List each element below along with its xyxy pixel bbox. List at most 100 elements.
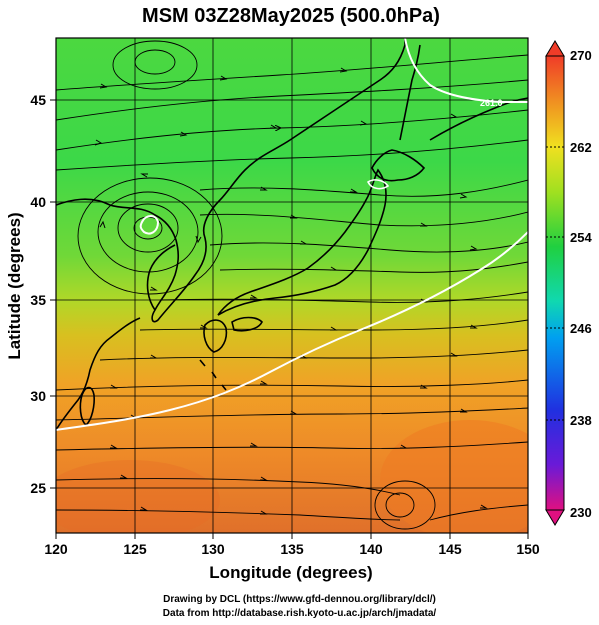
- streamline-vortex: [134, 49, 176, 75]
- streamline-arrow: [150, 354, 158, 359]
- streamline-arrow: [300, 240, 308, 245]
- x-tick-label: 135: [280, 541, 304, 557]
- streamline-arrow: [350, 188, 358, 193]
- streamline: [159, 291, 528, 303]
- x-tick-label: 130: [201, 541, 225, 557]
- streamline-arrow: [469, 245, 478, 251]
- streamline-arrow: [470, 324, 478, 329]
- shikoku-coast: [231, 316, 263, 332]
- colorbar-tick-lines: [546, 146, 564, 421]
- x-axis-ticks: [55, 533, 529, 539]
- streamline-arrow: [420, 222, 428, 227]
- contour-label: 261.0: [480, 98, 503, 108]
- y-tick-label: 45: [30, 92, 46, 108]
- streamline-arrow: [260, 476, 268, 481]
- honshu-coast: [217, 168, 387, 316]
- x-tick-label: 120: [44, 541, 68, 557]
- coastlines: [56, 38, 528, 431]
- warm-region: [380, 420, 528, 533]
- x-tick-label: 140: [359, 541, 383, 557]
- colorbar-tick-label: 238: [570, 413, 592, 428]
- x-tick-label: 150: [516, 541, 540, 557]
- streamline: [199, 211, 528, 227]
- streamline-arrow: [250, 294, 258, 299]
- streamline-arrow: [140, 173, 148, 178]
- streamline-arrow: [179, 131, 188, 137]
- credit-data-source: Data from http://database.rish.kyoto-u.a…: [162, 608, 437, 619]
- streamline-arrow: [339, 67, 348, 73]
- colorbar-body: [545, 55, 565, 511]
- streamline: [56, 509, 401, 521]
- kuril-coast: [429, 97, 528, 141]
- y-tick-label: 25: [30, 480, 46, 496]
- temperature-contour: [366, 179, 390, 190]
- streamline: [56, 109, 528, 151]
- streamline-vortex: [374, 480, 436, 530]
- streamline: [56, 139, 528, 171]
- streamline: [99, 349, 528, 361]
- colorbar-tick-label: 270: [570, 48, 592, 63]
- streamline: [199, 179, 528, 197]
- sakhalin-coast: [399, 44, 421, 141]
- streamline: [56, 379, 528, 391]
- x-tick-labels: 120 125 130 135 140 145 150: [44, 541, 540, 557]
- streamline-vortex: [117, 203, 179, 253]
- colorbar-min-arrow: [545, 509, 565, 526]
- temperature-contour: [56, 231, 528, 431]
- streamline-arrow: [94, 139, 103, 146]
- streamline-arrow: [449, 113, 458, 119]
- streamline-arrow: [359, 120, 368, 126]
- temperature-contour: [404, 38, 528, 103]
- warm-region-southwest: [56, 460, 220, 533]
- colorbar-tick-label: 246: [570, 321, 592, 336]
- kyushu-coast: [203, 319, 228, 353]
- streamline-vortex: [77, 177, 223, 295]
- streamline-arrows: [94, 67, 488, 515]
- colorbar: 270 262 254 246 238 230: [545, 40, 592, 526]
- streamline-arrow: [150, 286, 158, 291]
- streamline: [56, 54, 528, 91]
- streamline: [56, 478, 401, 496]
- streamline-arrow: [110, 384, 118, 389]
- x-tick-label: 145: [438, 541, 462, 557]
- colorbar-max-arrow: [545, 40, 565, 57]
- streamline: [56, 441, 528, 451]
- streamline-arrow: [290, 410, 298, 415]
- streamline-arrow: [99, 83, 108, 89]
- streamlines: [56, 40, 528, 530]
- plot-area: 261.0: [56, 38, 528, 533]
- y-tick-label: 30: [30, 388, 46, 404]
- streamline-arrow: [270, 124, 278, 129]
- streamline-arrow: [195, 235, 202, 244]
- streamline-arrow: [140, 506, 148, 511]
- y-axis-label: Latitude (degrees): [5, 212, 24, 359]
- streamline-arrow: [260, 380, 268, 385]
- hokkaido-coast: [371, 149, 426, 182]
- credit-drawing: Drawing by DCL (https://www.gfd-dennou.o…: [163, 594, 436, 605]
- temperature-contour: [139, 215, 160, 235]
- streamline: [219, 261, 528, 273]
- streamline-arrow: [219, 75, 228, 81]
- graticule: [56, 38, 528, 533]
- streamline: [56, 79, 528, 121]
- x-axis-label: Longitude (degrees): [209, 563, 372, 582]
- streamline-vortex: [112, 40, 198, 90]
- streamline-arrow: [99, 220, 106, 229]
- streamline-arrow: [110, 444, 118, 449]
- x-tick-label: 125: [123, 541, 147, 557]
- y-tick-label: 35: [30, 292, 46, 308]
- colorbar-tick-label: 230: [570, 505, 592, 520]
- y-axis-ticks: [50, 99, 56, 489]
- streamline-arrow: [260, 510, 268, 515]
- continent-coast: [56, 38, 406, 323]
- streamline-arrow: [459, 193, 468, 199]
- y-tick-label: 40: [30, 194, 46, 210]
- streamline-arrow: [200, 324, 208, 329]
- streamline-arrow: [460, 408, 468, 413]
- streamline-arrow: [420, 384, 428, 389]
- taiwan-coast: [79, 386, 95, 427]
- streamline-arrow: [120, 474, 128, 479]
- streamline-arrow: [480, 504, 488, 509]
- streamline-arrow: [400, 444, 408, 449]
- streamline-arrow: [260, 186, 268, 191]
